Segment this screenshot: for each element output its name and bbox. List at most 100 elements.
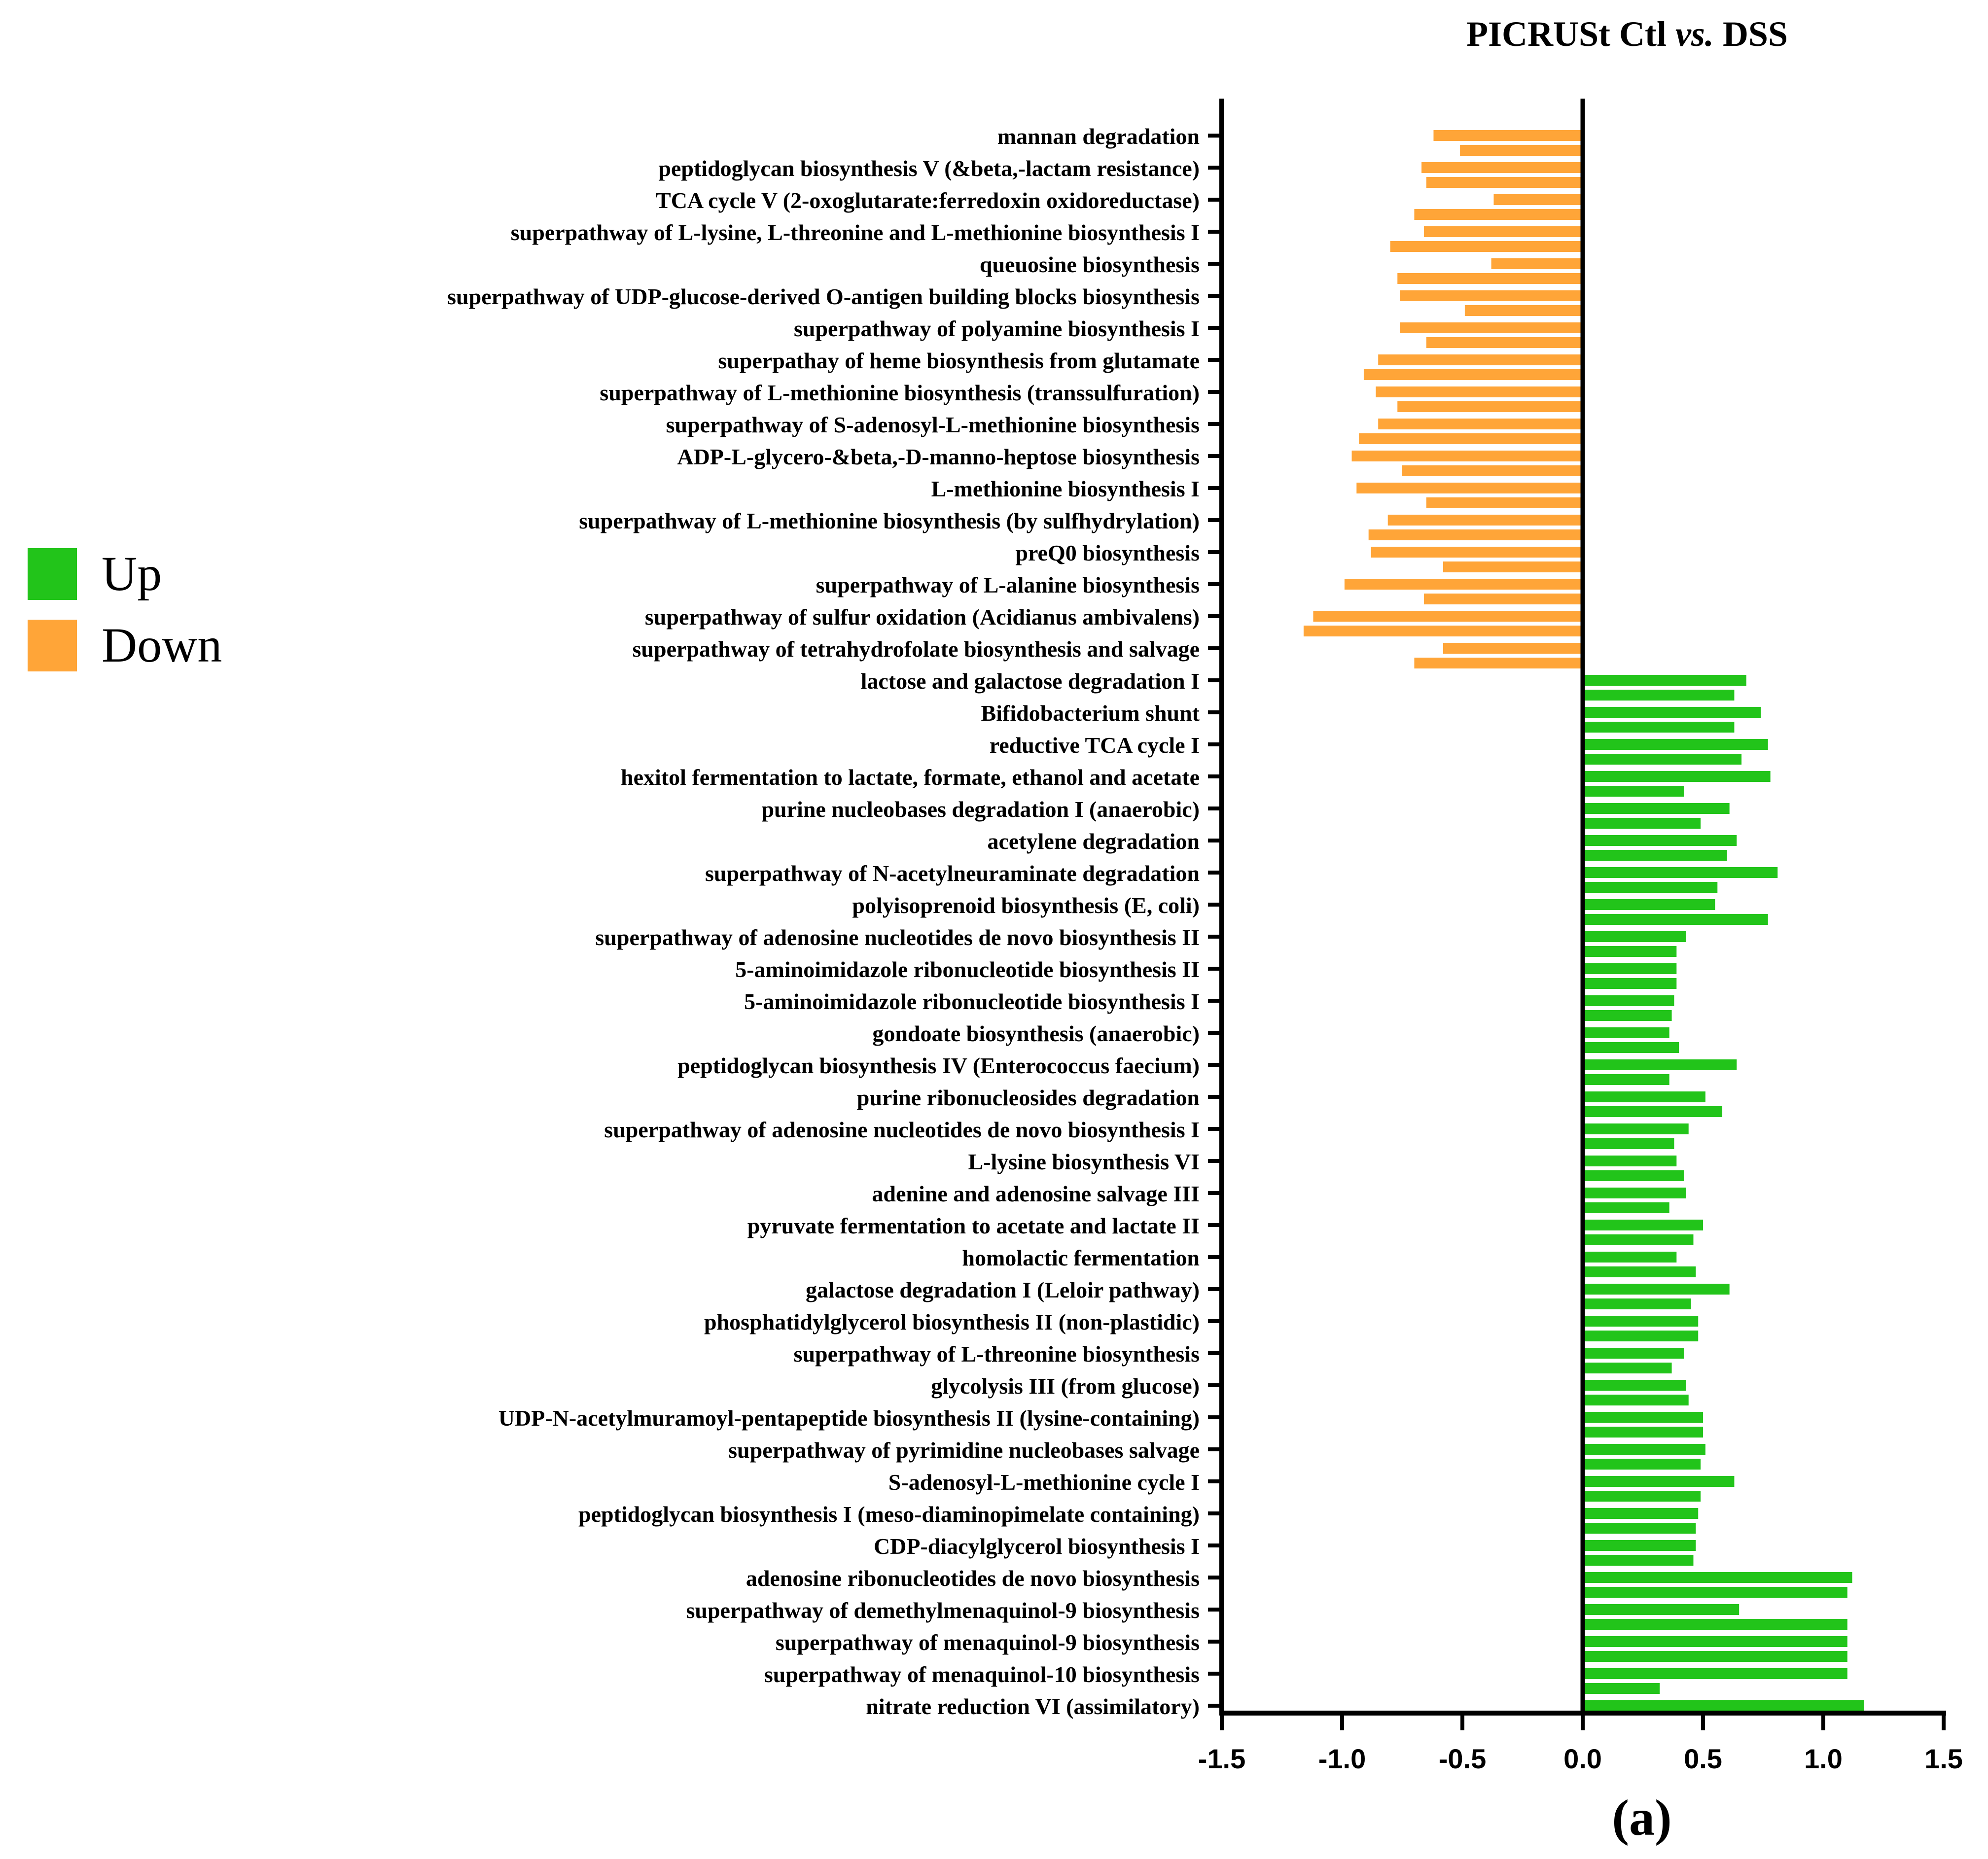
bar xyxy=(1583,707,1761,718)
bar xyxy=(1583,995,1674,1006)
category-label: nitrate reduction VI (assimilatory) xyxy=(866,1694,1200,1719)
bar xyxy=(1583,850,1727,861)
category-label: TCA cycle V (2-oxoglutarate:ferredoxin o… xyxy=(656,188,1200,213)
bar xyxy=(1583,882,1718,893)
bar xyxy=(1583,1587,1847,1598)
bar xyxy=(1371,547,1583,558)
category-label: superpathway of pyrimidine nucleobases s… xyxy=(728,1438,1200,1463)
bar xyxy=(1583,914,1768,925)
x-tick-label: 0.0 xyxy=(1563,1743,1602,1774)
category-label: hexitol fermentation to lactate, formate… xyxy=(621,765,1200,790)
category-label: galactose degradation I (Leloir pathway) xyxy=(806,1277,1200,1302)
bar xyxy=(1400,290,1583,301)
bar xyxy=(1423,226,1583,237)
bar xyxy=(1583,1651,1847,1662)
bar xyxy=(1583,1572,1852,1583)
bar xyxy=(1433,130,1583,141)
category-label: superpathway of menaquinol-9 biosynthesi… xyxy=(776,1630,1200,1655)
category-label: peptidoglycan biosynthesis V (&beta,-lac… xyxy=(658,156,1200,181)
axes-group: -1.5 -1.0 -0.5 0.0 0.5 1.0 1.5 xyxy=(1198,99,1963,1774)
panel-label: (a) xyxy=(1612,1789,1672,1846)
bar xyxy=(1583,1138,1674,1149)
bar xyxy=(1583,690,1735,701)
bar xyxy=(1583,978,1677,989)
bar xyxy=(1303,626,1583,636)
bar xyxy=(1583,1106,1723,1117)
bar xyxy=(1421,162,1583,173)
x-tick-label: 1.0 xyxy=(1804,1743,1843,1774)
legend-label-up: Up xyxy=(102,546,162,601)
legend-swatch-down xyxy=(28,620,77,671)
bar xyxy=(1583,1348,1684,1359)
category-label: queuosine biosynthesis xyxy=(980,252,1200,277)
bar xyxy=(1583,1331,1699,1341)
category-label: pyruvate fermentation to acetate and lac… xyxy=(747,1213,1200,1238)
category-label: phosphatidylglycerol biosynthesis II (no… xyxy=(704,1309,1200,1334)
bar xyxy=(1583,1188,1686,1198)
category-label: S-adenosyl-L-methionine cycle I xyxy=(888,1470,1200,1495)
bar xyxy=(1402,465,1583,476)
x-tick-label: -0.5 xyxy=(1439,1743,1487,1774)
category-label: adenosine ribonucleotides de novo biosyn… xyxy=(746,1566,1200,1591)
bar xyxy=(1583,1316,1699,1327)
bar xyxy=(1583,1252,1677,1263)
category-label: CDP-diacylglycerol biosynthesis I xyxy=(874,1534,1200,1559)
bar xyxy=(1397,401,1583,412)
bar xyxy=(1359,433,1583,444)
bar xyxy=(1583,1298,1691,1309)
category-label: superpathway of demethylmenaquinol-9 bio… xyxy=(686,1598,1200,1623)
bar xyxy=(1583,1042,1679,1053)
bar xyxy=(1583,722,1735,733)
category-label: purine nucleobases degradation I (anaero… xyxy=(761,797,1200,822)
category-label: mannan degradation xyxy=(997,124,1200,149)
category-label: polyisoprenoid biosynthesis (E, coli) xyxy=(852,893,1200,918)
x-tick-label: 0.5 xyxy=(1684,1743,1722,1774)
bar xyxy=(1426,337,1583,348)
bar xyxy=(1426,497,1583,508)
bar xyxy=(1460,145,1583,156)
bar xyxy=(1583,1010,1672,1021)
bar xyxy=(1583,1363,1672,1373)
bar xyxy=(1583,675,1746,686)
category-label: superpathway of L-alanine biosynthesis xyxy=(816,572,1200,597)
category-labels-group: mannan degradation peptidoglycan biosynth… xyxy=(447,124,1200,1719)
bar xyxy=(1378,354,1583,365)
x-tick-label: 1.5 xyxy=(1924,1743,1963,1774)
category-label: acetylene degradation xyxy=(987,829,1200,854)
bar xyxy=(1583,1683,1660,1694)
bar xyxy=(1583,1427,1703,1438)
bar xyxy=(1583,1555,1694,1566)
bar xyxy=(1387,515,1583,526)
category-label: ADP-L-glycero-&beta,-D-manno-heptose bio… xyxy=(677,444,1200,469)
bar xyxy=(1414,209,1583,220)
bar xyxy=(1376,386,1583,397)
bar xyxy=(1583,1074,1669,1085)
category-label: preQ0 biosynthesis xyxy=(1015,540,1200,565)
bar xyxy=(1583,803,1730,814)
bar xyxy=(1583,818,1701,829)
bar xyxy=(1583,786,1684,797)
category-label: superpathway of polyamine biosynthesis I xyxy=(794,316,1200,341)
category-label: superpathway of L-threonine biosynthesis xyxy=(794,1341,1200,1367)
category-label: superpathway of L-lysine, L-threonine an… xyxy=(511,220,1200,245)
category-label: 5-aminoimidazole ribonucleotide biosynth… xyxy=(735,957,1200,982)
bar xyxy=(1423,594,1583,604)
bar xyxy=(1583,1059,1737,1070)
bar xyxy=(1583,946,1677,957)
bar xyxy=(1583,1123,1689,1134)
bar xyxy=(1400,322,1583,333)
category-label: L-methionine biosynthesis I xyxy=(931,476,1200,501)
category-label: lactose and galactose degradation I xyxy=(861,668,1200,694)
bar xyxy=(1583,1412,1703,1423)
bar xyxy=(1583,771,1771,782)
category-label: superpathway of sulfur oxidation (Acidia… xyxy=(645,604,1200,630)
bar xyxy=(1583,1091,1705,1102)
bar xyxy=(1583,1202,1669,1213)
chart-title: PICRUSt Ctl vs. DSS xyxy=(1466,14,1788,54)
bar xyxy=(1443,561,1583,572)
category-label: superpathway of L-methionine biosynthesi… xyxy=(600,380,1200,405)
bar xyxy=(1583,1459,1701,1470)
category-label: superpathway of adenosine nucleotides de… xyxy=(595,925,1200,950)
legend-label-down: Down xyxy=(102,618,222,672)
